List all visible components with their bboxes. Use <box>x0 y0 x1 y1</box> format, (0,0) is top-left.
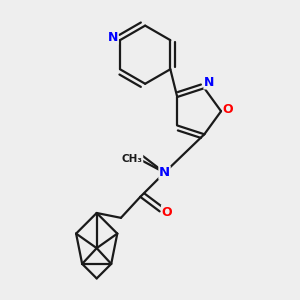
Text: N: N <box>204 76 214 89</box>
Text: CH₃: CH₃ <box>122 154 143 164</box>
Text: O: O <box>223 103 233 116</box>
Text: N: N <box>159 166 170 179</box>
Text: O: O <box>161 206 172 218</box>
Text: N: N <box>108 31 118 44</box>
